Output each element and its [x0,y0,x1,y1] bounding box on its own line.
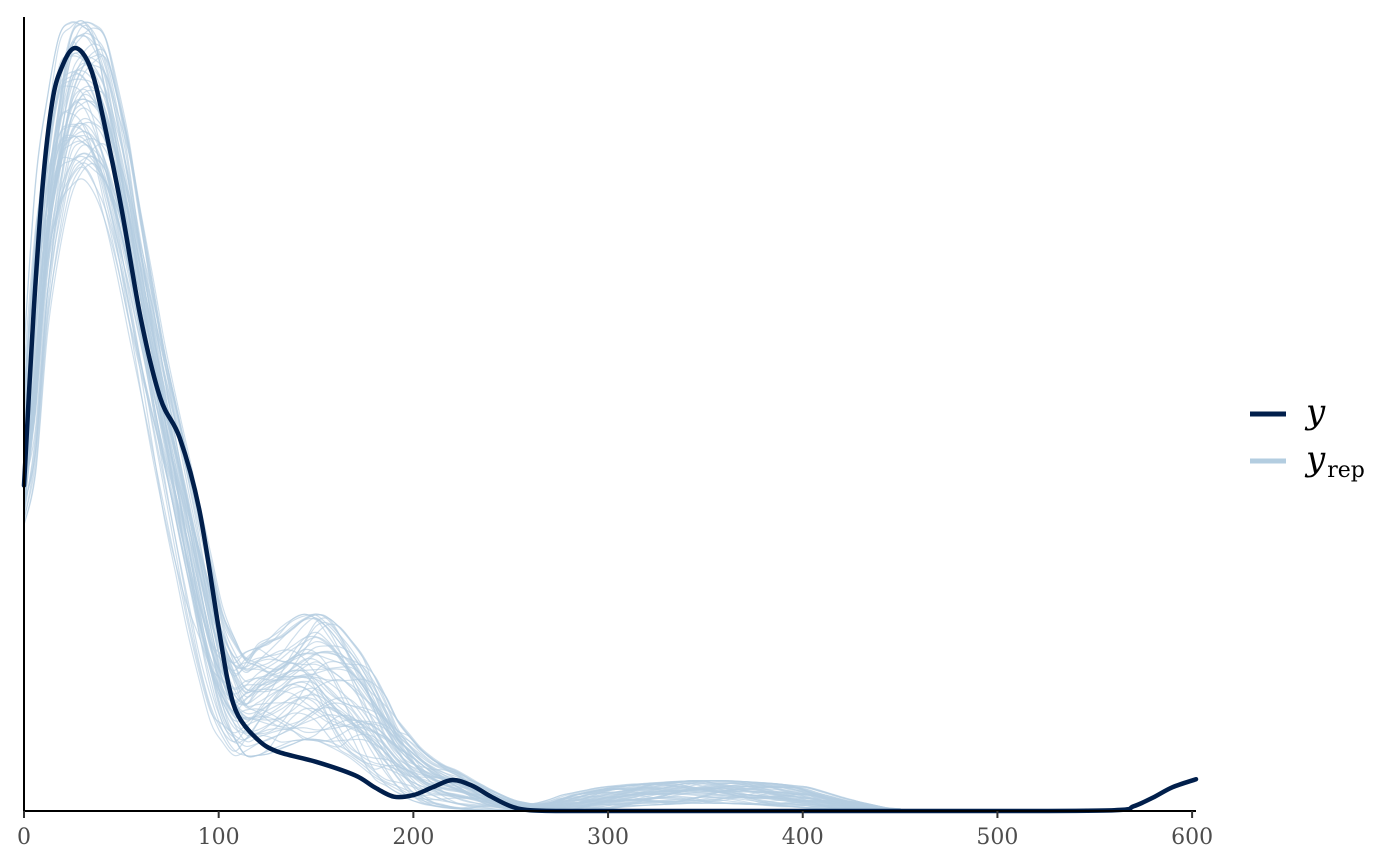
yrep-line [23,101,1197,812]
yrep-line [23,89,1197,812]
yrep-line [23,43,1197,812]
legend: y yrep [1250,392,1365,483]
x-tick-label: 400 [782,825,824,850]
yrep-line [23,27,1197,812]
yrep-line [23,52,1197,812]
yrep-line [23,56,1197,812]
legend-label-y_rep: yrep [1304,439,1365,483]
yrep-line [23,73,1197,812]
y-line-group [21,45,1199,814]
yrep-line [23,162,1196,812]
yrep-line [23,121,1197,812]
yrep-line [23,85,1197,812]
x-tick-label: 500 [976,825,1018,850]
axes-group [23,17,1196,812]
yrep-line [23,107,1197,812]
yrep-line [23,69,1197,812]
yrep-line [23,166,1196,812]
yrep-line [23,21,1197,812]
yrep-line [23,63,1197,812]
yrep-line [23,20,1197,812]
yrep-line [23,98,1197,812]
yrep-line [23,152,1197,812]
yrep-line [23,123,1196,812]
yrep-line [23,140,1197,812]
yrep-line [23,111,1197,812]
yrep-line [23,55,1197,812]
yrep-line [23,137,1197,812]
yrep-line [23,32,1197,812]
yrep-line [23,155,1197,812]
yrep-line [23,117,1197,812]
yrep-line [23,162,1197,812]
yrep-line [23,122,1196,812]
yrep-line [23,122,1197,812]
yrep-line [23,62,1197,812]
yrep-line [23,20,1197,812]
yrep-line [23,88,1197,812]
yrep-line [23,24,1197,812]
x-tick-label: 300 [587,825,629,850]
yrep-line [23,125,1197,812]
yrep-line [23,144,1197,812]
yrep-line [23,178,1196,812]
yrep-line [23,134,1197,812]
yrep-line [23,21,1197,812]
yrep-line [23,93,1197,812]
yrep-line [23,41,1197,812]
yrep-line [23,143,1197,812]
yrep-line [23,51,1197,812]
yrep-line [23,53,1197,812]
yrep-line [23,78,1197,812]
yrep-line [23,21,1197,812]
yrep-line [23,85,1197,812]
yrep-line [23,155,1197,812]
yrep-line [23,98,1197,812]
legend-subscript: rep [1327,458,1365,483]
yrep-line [23,156,1196,812]
yrep-lines-group [23,20,1197,812]
yrep-line [23,135,1197,812]
x-tick-label: 100 [198,825,240,850]
x-tick-label: 0 [17,825,31,850]
yrep-line [23,100,1197,812]
yrep-line [23,71,1197,812]
x-tick-label: 200 [392,825,434,850]
yrep-line [23,34,1197,812]
legend-label-y: y [1304,392,1326,432]
yrep-line [23,48,1197,812]
yrep-line [23,21,1197,812]
y-line [21,45,1199,814]
yrep-line [23,35,1197,812]
yrep-line [23,130,1197,812]
yrep-line [23,55,1197,812]
yrep-line [23,134,1197,812]
yrep-line [23,153,1196,812]
x-tick-label: 600 [1171,825,1213,850]
x-ticks-group: 0 100 200 300 400 500 600 [17,811,1213,850]
